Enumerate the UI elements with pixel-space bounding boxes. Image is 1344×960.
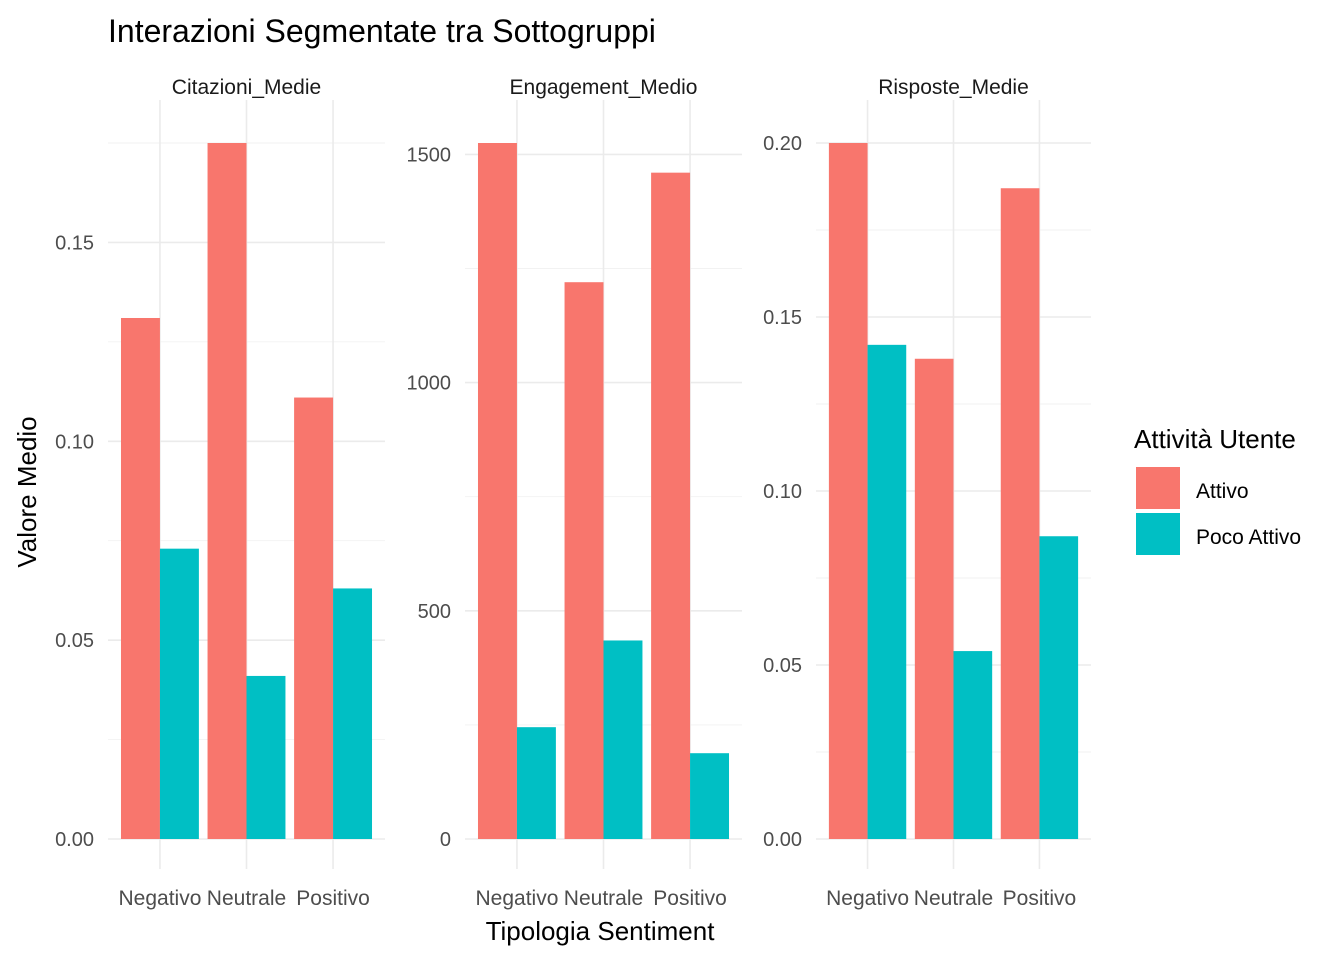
y-tick-label: 0.00 [763,829,802,851]
bar-poco-attivo-negativo [516,727,556,839]
x-tick-label-neutrale: Neutrale [914,887,993,910]
legend-swatch-attivo [1136,467,1180,509]
panel-engagement-medio: 0 500 1000 1500 Negativo Neutrale Positivo Enga… [407,76,742,910]
bar-poco-attivo-neutrale [603,640,643,839]
chart-title: Interazioni Segmentate tra Sottogruppi [108,13,656,49]
bar-attivo-negativo [477,143,517,839]
x-tick-label-positivo: Positivo [1003,887,1077,910]
bar-attivo-negativo [120,317,160,840]
bar-poco-attivo-positivo [1039,536,1079,839]
bar-poco-attivo-negativo [867,344,907,839]
y-tick-label: 0.15 [763,307,802,329]
y-tick-label: 0.10 [55,431,94,453]
bar-attivo-neutrale [914,358,954,839]
y-tick-label: 0.00 [55,829,94,851]
legend-label-poco-attivo: Poco Attivo [1196,526,1301,549]
legend-label-attivo: Attivo [1196,480,1249,503]
bar-attivo-negativo [828,143,868,839]
x-tick-label-positivo: Positivo [296,887,370,910]
bar-attivo-neutrale [207,143,247,839]
y-tick-label: 0.20 [763,133,802,155]
facet-strip-label: Citazioni_Medie [172,76,321,99]
bar-poco-attivo-positivo [690,753,730,839]
panel-citazioni-medie: 0.00 0.05 0.10 0.15 Negativo Neutrale Positivo… [55,76,385,910]
y-tick-label: 1000 [407,373,452,395]
legend-swatch-poco-attivo [1136,513,1180,555]
y-tick-label: 0.15 [55,232,94,254]
bar-attivo-positivo [1000,188,1040,840]
y-axis-title: Valore Medio [12,416,42,567]
panel-risposte-medie: 0.00 0.05 0.10 0.15 0.20 Negativo Neutrale Posi… [763,76,1091,910]
bar-poco-attivo-neutrale [953,651,993,839]
legend: Attività Utente Attivo Poco Attivo [1134,424,1301,555]
x-tick-label-positivo: Positivo [653,887,727,910]
x-axis-title: Tipologia Sentiment [486,916,716,946]
x-tick-label-neutrale: Neutrale [564,887,643,910]
x-tick-label-negativo: Negativo [475,887,558,910]
bar-attivo-positivo [651,172,691,839]
y-tick-label: 1500 [407,144,452,166]
bar-poco-attivo-negativo [159,548,199,839]
y-tick-label: 0.10 [763,481,802,503]
facet-strip-label: Engagement_Medio [510,76,698,99]
y-tick-label: 500 [418,601,451,623]
y-tick-label: 0.05 [55,630,94,652]
legend-title: Attività Utente [1134,424,1296,454]
y-tick-label: 0 [440,829,451,851]
bar-attivo-neutrale [564,282,604,839]
bar-poco-attivo-neutrale [246,675,286,839]
y-tick-label: 0.05 [763,655,802,677]
x-tick-label-negativo: Negativo [826,887,909,910]
facet-strip-label: Risposte_Medie [878,76,1029,99]
x-tick-label-negativo: Negativo [118,887,201,910]
bar-poco-attivo-positivo [333,588,373,839]
bar-attivo-positivo [294,397,334,839]
x-tick-label-neutrale: Neutrale [207,887,286,910]
